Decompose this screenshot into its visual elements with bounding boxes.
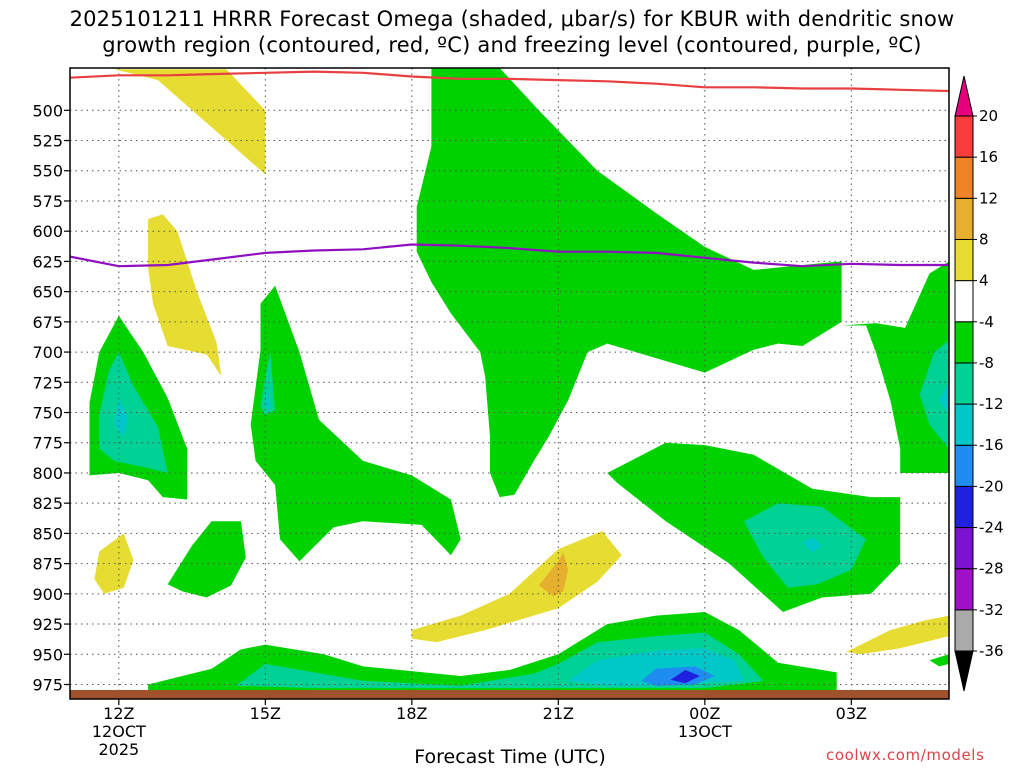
colorbar-label-13: 20 — [979, 107, 998, 125]
y-tick-label-900: 900 — [32, 585, 63, 604]
omega-region-9 — [416, 68, 842, 498]
colorbar: -36 -32 -28 -24 -20 -16 -12 -8 -4 4 8 12 16 20 — [954, 75, 1004, 692]
chart-title: 2025101211 HRRR Forecast Omega (shaded, … — [0, 6, 1024, 58]
y-tick-label-800: 800 — [32, 464, 63, 483]
colorbar-box-11 — [954, 156, 974, 199]
y-tick-label-725: 725 — [32, 373, 63, 392]
plot-frame — [69, 67, 950, 700]
omega-region-21 — [802, 537, 822, 553]
colorbar-box-8 — [954, 280, 974, 323]
colorbar-box-3 — [954, 485, 974, 529]
y-tick-label-500: 500 — [32, 101, 63, 120]
y-tick-label-750: 750 — [32, 404, 63, 423]
colorbar-box-12 — [954, 115, 974, 158]
colorbar-label-0: -36 — [979, 642, 1004, 660]
colorbar-label-9: 4 — [979, 272, 989, 290]
x-tick-label-18Z: 18Z — [396, 704, 427, 723]
y-tick-label-650: 650 — [32, 283, 63, 302]
y-tick-label-525: 525 — [32, 132, 63, 151]
colorbar-label-12: 16 — [979, 148, 998, 166]
y-tick-label-850: 850 — [32, 524, 63, 543]
y-tick-label-925: 925 — [32, 615, 63, 634]
y-tick-label-825: 825 — [32, 494, 63, 513]
omega-region-15 — [260, 352, 276, 415]
colorbar-box-9 — [954, 238, 974, 282]
x-tick-label-21Z: 21Z — [543, 704, 574, 723]
y-tick-label-600: 600 — [32, 222, 63, 241]
colorbar-box-10 — [954, 197, 974, 240]
omega-shading — [89, 68, 949, 691]
chart-title-line1: 2025101211 HRRR Forecast Omega (shaded, … — [69, 7, 955, 31]
grid-lines — [70, 68, 949, 699]
freezing-level-contour — [70, 243, 949, 268]
omega-region-22 — [939, 382, 949, 415]
x-tick-label-03Z: 03Z — [836, 704, 867, 723]
y-tick-label-700: 700 — [32, 343, 63, 362]
colorbar-box-6 — [954, 362, 974, 405]
ground-strip — [70, 690, 949, 699]
colorbar-box-7 — [954, 321, 974, 364]
credit-link[interactable]: coolwx.com/models — [826, 746, 985, 764]
omega-region-1 — [148, 214, 222, 377]
colorbar-label-7: -8 — [979, 354, 994, 372]
omega-region-4 — [846, 615, 949, 655]
colorbar-box-2 — [954, 527, 974, 570]
omega-region-2 — [94, 533, 134, 594]
colorbar-box-1 — [954, 568, 974, 611]
colorbar-label-8: -4 — [979, 313, 994, 331]
omega-region-13 — [929, 654, 949, 667]
x-tick-date-12Z: 12OCT — [92, 722, 146, 741]
y-tick-label-875: 875 — [32, 555, 63, 574]
colorbar-label-11: 12 — [979, 189, 998, 207]
omega-region-0 — [114, 69, 266, 175]
omega-region-3 — [411, 531, 622, 643]
colorbar-label-5: -16 — [979, 436, 1004, 454]
x-tick-date-00Z: 13OCT — [678, 722, 732, 741]
dendritic-growth-contour — [70, 70, 949, 93]
x-tick-year-12Z: 2025 — [98, 740, 139, 759]
chart-title-line2: growth region (contoured, red, ºC) and f… — [102, 33, 922, 57]
y-tick-label-575: 575 — [32, 192, 63, 211]
colorbar-label-1: -32 — [979, 601, 1004, 619]
colorbar-label-10: 8 — [979, 230, 989, 248]
x-axis-label: Forecast Time (UTC) — [414, 746, 606, 768]
omega-region-20 — [265, 388, 271, 413]
y-tick-label-775: 775 — [32, 434, 63, 453]
x-tick-label-00Z: 00Z — [689, 704, 720, 723]
contour-lines — [70, 70, 949, 268]
omega-region-19 — [114, 398, 129, 437]
surface-ground — [70, 690, 949, 699]
y-tick-label-950: 950 — [32, 645, 63, 664]
colorbar-box-5 — [954, 403, 974, 446]
colorbar-box-0 — [954, 609, 974, 652]
omega-region-8 — [250, 285, 461, 562]
omega-region-14 — [99, 352, 168, 473]
y-tick-label-550: 550 — [32, 162, 63, 181]
colorbar-label-3: -24 — [979, 519, 1004, 537]
omega-region-10 — [841, 261, 949, 473]
y-tick-label-975: 975 — [32, 675, 63, 694]
colorbar-label-4: -20 — [979, 477, 1004, 495]
colorbar-over-triangle — [954, 75, 974, 117]
x-tick-label-12Z: 12Z — [103, 704, 134, 723]
omega-region-16 — [743, 503, 866, 588]
colorbar-label-2: -28 — [979, 560, 1004, 578]
omega-region-7 — [167, 521, 246, 598]
colorbar-box-4 — [954, 444, 974, 487]
colorbar-under-triangle — [954, 650, 974, 692]
y-tick-label-675: 675 — [32, 313, 63, 332]
omega-region-25 — [670, 670, 700, 684]
plot-border — [69, 67, 950, 700]
colorbar-label-6: -12 — [979, 395, 1004, 413]
y-axis-ticks: 500 525 550 575 600 625 650 675 700 725 750 775 800 8… — [32, 101, 70, 694]
omega-region-17 — [919, 340, 949, 449]
y-tick-label-625: 625 — [32, 252, 63, 271]
x-tick-label-15Z: 15Z — [250, 704, 281, 723]
